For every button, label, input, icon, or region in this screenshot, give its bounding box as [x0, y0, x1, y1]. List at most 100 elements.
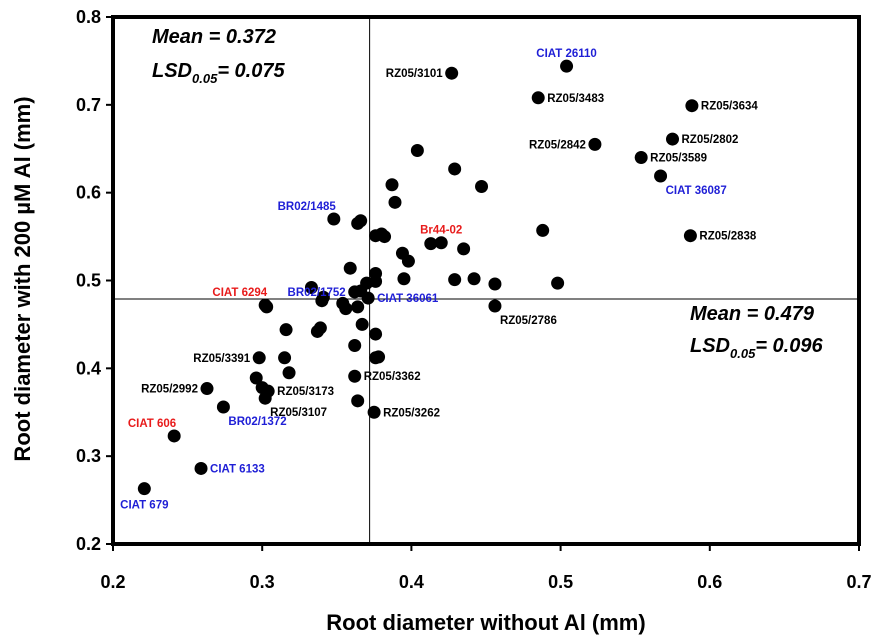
x-tick-label: 0.3 [250, 572, 275, 592]
data-point [434, 236, 448, 250]
data-point [249, 371, 263, 385]
point-label: RZ05/3589 [650, 153, 707, 165]
data-point [536, 223, 550, 237]
point-label: RZ05/2842 [529, 139, 586, 151]
data-point [385, 178, 399, 192]
y-axis-title: Root diameter with 200 µM Al (mm) [10, 96, 35, 461]
data-point [367, 405, 381, 419]
data-point [351, 394, 365, 408]
data-point [137, 482, 151, 496]
y-tick-label: 0.3 [76, 446, 101, 466]
data-point [378, 230, 392, 244]
data-point [194, 461, 208, 475]
data-point [588, 137, 602, 151]
point-label: RZ05/2802 [682, 134, 739, 146]
data-point [343, 261, 357, 275]
data-point [327, 212, 341, 226]
data-point [351, 300, 365, 314]
y-tick-label: 0.5 [76, 271, 101, 291]
x-tick-label: 0.5 [548, 572, 573, 592]
data-point [410, 144, 424, 158]
x-stats-annotation: Mean = 0.479 LSD0.05= 0.096 [690, 303, 823, 361]
y-tick-label: 0.4 [76, 358, 101, 378]
y-tick-label: 0.8 [76, 7, 101, 27]
data-point [654, 169, 668, 183]
y-lsd-label: LSD0.05= 0.096 [690, 335, 823, 361]
point-label: RZ05/3483 [547, 93, 604, 105]
point-label: CIAT 36061 [377, 293, 439, 305]
x-tick-label: 0.2 [100, 572, 125, 592]
data-point [488, 299, 502, 313]
data-point [167, 429, 181, 443]
y-mean-label: Mean = 0.479 [690, 303, 815, 325]
y-tick-label: 0.2 [76, 534, 101, 554]
data-point [252, 351, 266, 365]
data-point [445, 66, 459, 80]
x-axis-ticks: 0.2 0.3 0.4 0.5 0.6 0.7 [100, 544, 872, 592]
data-point [397, 272, 411, 286]
data-point [278, 351, 292, 365]
point-label: BR02/1752 [288, 287, 346, 299]
data-point [372, 350, 386, 364]
data-point [282, 366, 296, 380]
data-point [351, 216, 365, 230]
point-label: Br44-02 [420, 225, 462, 237]
data-point [255, 381, 269, 395]
point-label: CIAT 606 [128, 418, 176, 430]
data-point [683, 229, 697, 243]
data-point [475, 180, 489, 194]
data-point [369, 327, 383, 341]
data-point [216, 400, 230, 414]
point-label: CIAT 6133 [210, 463, 265, 475]
point-label: RZ05/2786 [500, 315, 557, 327]
x-axis-title: Root diameter without Al (mm) [326, 610, 645, 635]
x-tick-label: 0.4 [399, 572, 424, 592]
point-label: BR02/1485 [278, 201, 337, 213]
data-point [313, 321, 327, 335]
data-point [200, 382, 214, 396]
point-label: RZ05/3362 [364, 371, 421, 383]
data-point [304, 281, 318, 295]
data-point [467, 272, 481, 286]
y-axis-ticks: 0.2 0.3 0.4 0.5 0.6 0.7 0.8 [76, 7, 113, 554]
data-point [488, 277, 502, 291]
data-point [551, 276, 565, 290]
data-points [137, 59, 699, 496]
x-tick-label: 0.6 [697, 572, 722, 592]
data-point [448, 273, 462, 287]
data-point [355, 317, 369, 331]
y-tick-label: 0.7 [76, 95, 101, 115]
data-point [348, 369, 362, 383]
data-point [401, 254, 415, 268]
data-point [634, 151, 648, 165]
data-point [316, 290, 330, 304]
data-point [448, 162, 462, 176]
point-label: CIAT 6294 [212, 287, 267, 299]
data-point [666, 132, 679, 146]
point-label: RZ05/3391 [193, 353, 251, 365]
point-label: RZ05/3173 [277, 386, 334, 398]
point-labels: CIAT 679 CIAT 606 CIAT 6133 RZ05/2992 BR02/1… [120, 48, 758, 511]
data-point [388, 195, 402, 209]
x-mean-label: Mean = 0.372 [152, 26, 276, 48]
point-label: RZ05/3107 [270, 407, 327, 419]
data-point [531, 91, 545, 105]
data-point [685, 99, 699, 113]
point-label: RZ05/2992 [141, 384, 198, 396]
data-point [560, 59, 574, 73]
data-point [279, 323, 293, 337]
point-label: RZ05/3262 [383, 407, 440, 419]
x-lsd-label: LSD0.05= 0.075 [152, 60, 285, 86]
data-point [260, 300, 274, 314]
point-label: RZ05/3634 [701, 101, 759, 113]
point-label: CIAT 26110 [536, 48, 597, 60]
point-label: CIAT 36087 [666, 185, 727, 197]
data-point [360, 276, 374, 290]
point-label: RZ05/3101 [386, 68, 444, 80]
x-tick-label: 0.7 [846, 572, 871, 592]
point-label: CIAT 679 [120, 500, 168, 512]
point-label: RZ05/2838 [699, 231, 757, 243]
data-point [424, 237, 438, 251]
y-tick-label: 0.6 [76, 183, 101, 203]
